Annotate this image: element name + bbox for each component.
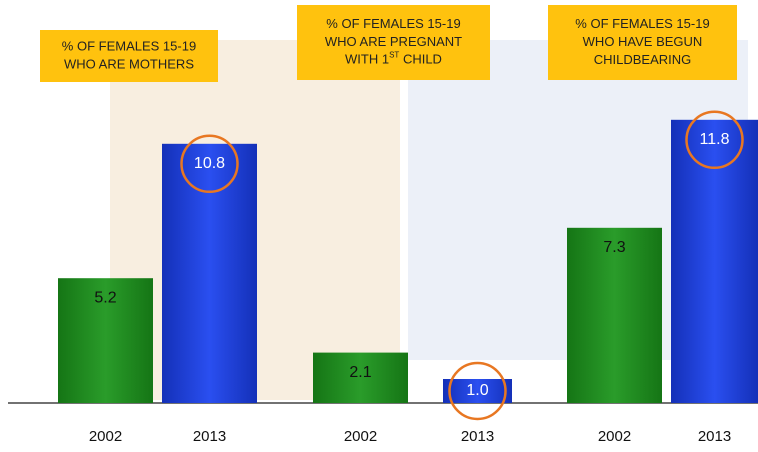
x-tick-label: 2002 [344, 428, 377, 445]
highlight-circle [180, 134, 239, 194]
value-label: 1.0 [466, 382, 488, 399]
value-label: 2.1 [349, 364, 371, 381]
bar [313, 352, 408, 403]
highlight-circle [685, 110, 744, 170]
x-tick-label: 2013 [698, 428, 731, 445]
value-label: 7.3 [603, 239, 625, 256]
bar [567, 227, 662, 403]
group-title: % OF FEMALES 15-19 [62, 38, 196, 53]
value-label: 5.2 [94, 289, 116, 306]
value-label: 11.8 [700, 131, 730, 148]
group-title-part: CHILD [399, 52, 442, 67]
x-tick-label: 2013 [461, 428, 494, 445]
group-title: % OF FEMALES 15-19 [575, 16, 709, 31]
x-tick-label: 2002 [598, 428, 631, 445]
group-title: CHILDBEARING [594, 52, 692, 67]
group-title: % OF FEMALES 15-19 [326, 16, 460, 31]
highlight-circle [448, 361, 507, 421]
bar [671, 119, 758, 404]
x-tick-label: 2013 [193, 428, 226, 445]
x-tick-label: 2002 [89, 428, 122, 445]
title-box [548, 5, 737, 80]
bar [443, 379, 512, 403]
group-title: WHO ARE PREGNANT [325, 34, 462, 49]
group-title: WHO ARE MOTHERS [64, 56, 194, 71]
group-title: WHO HAVE BEGUN [583, 34, 703, 49]
group-title: WITH 1ST CHILD [345, 51, 442, 67]
bar [162, 143, 257, 404]
group-title-part: WITH 1 [345, 52, 389, 67]
bar [58, 278, 153, 403]
superscript: ST [389, 51, 399, 60]
value-label: 10.8 [194, 155, 225, 172]
title-box [40, 30, 218, 82]
title-box [297, 5, 490, 80]
